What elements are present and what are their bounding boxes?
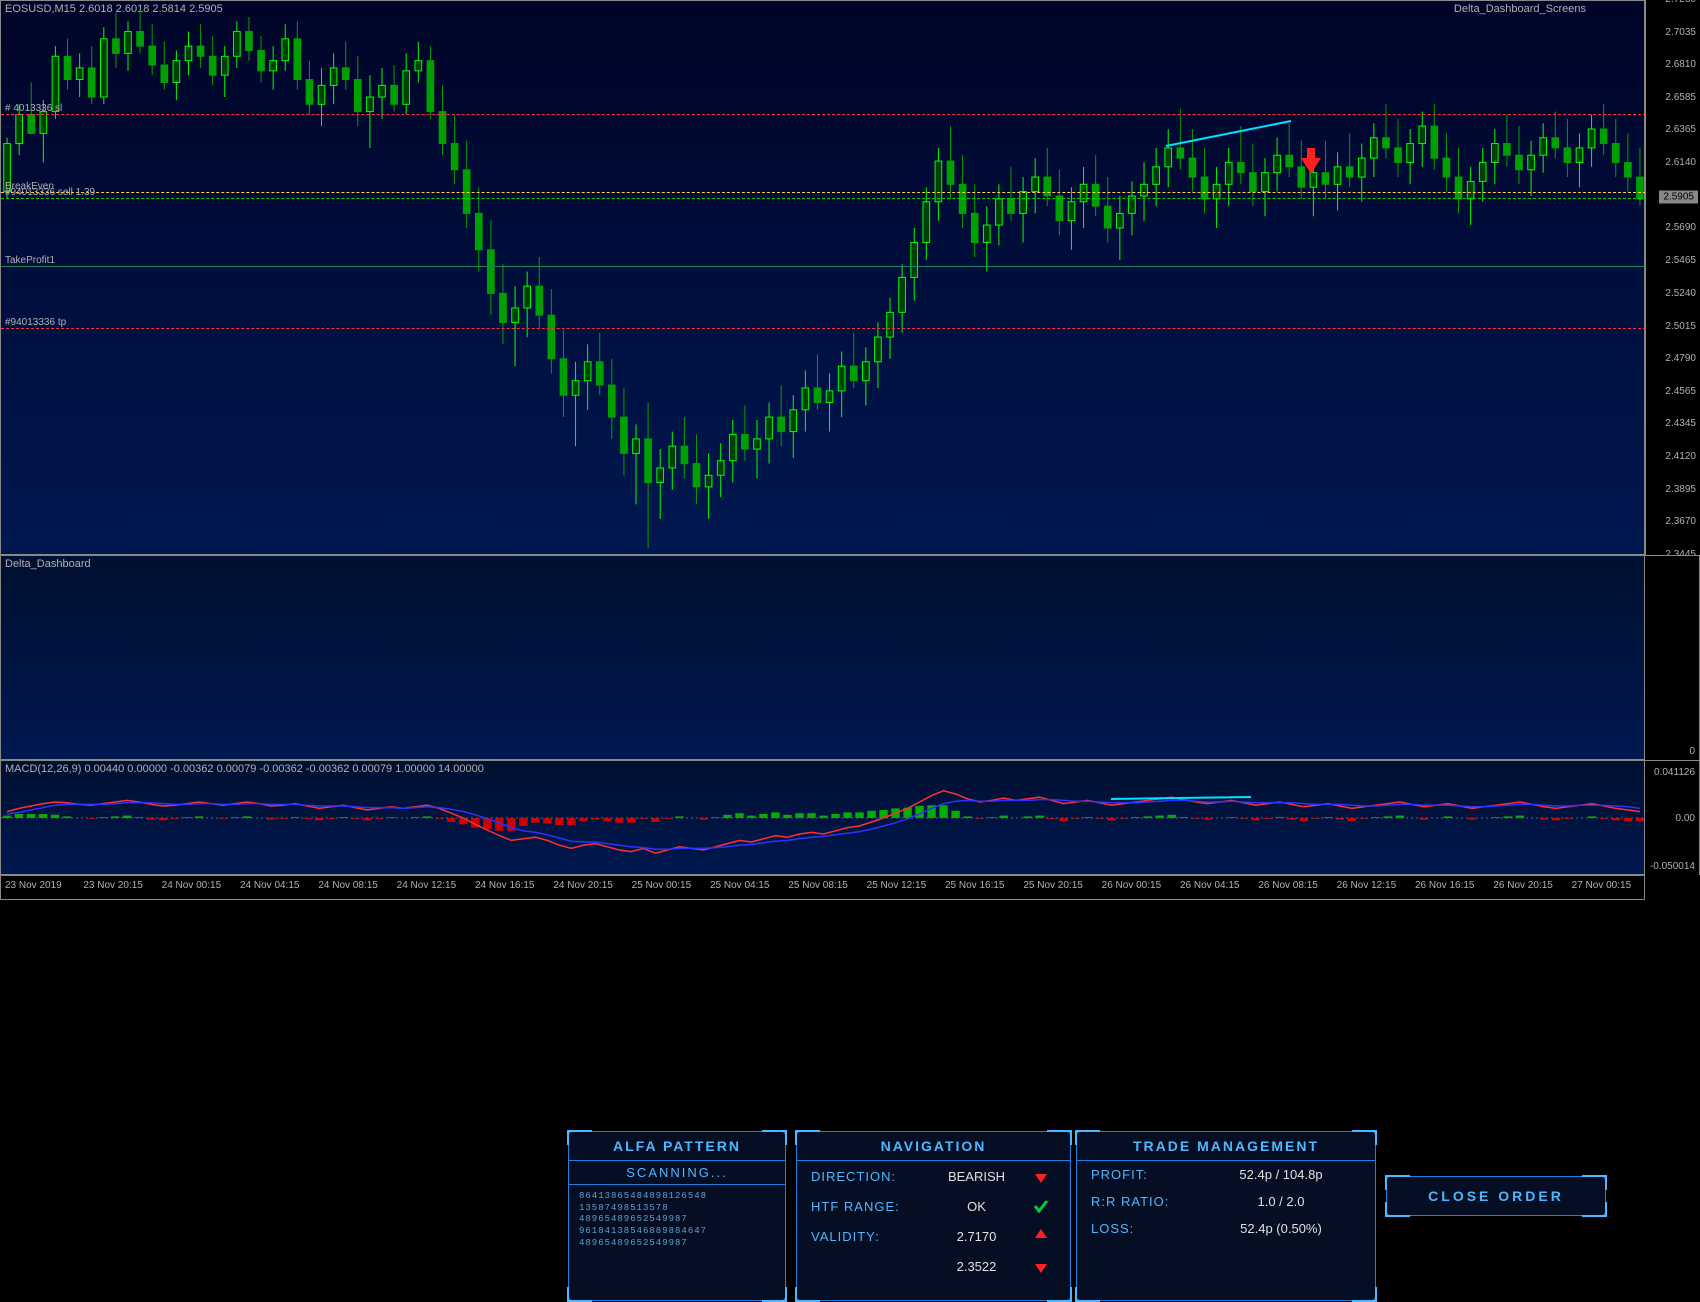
check-green-icon (1032, 1197, 1056, 1215)
nav-header: NAVIGATION (797, 1132, 1070, 1161)
trade-row: PROFIT:52.4p / 104.8p (1077, 1161, 1375, 1188)
trade-header: TRADE MANAGEMENT (1077, 1132, 1375, 1161)
alfa-header: ALFA PATTERN (569, 1132, 785, 1161)
up-red-icon (1032, 1227, 1056, 1245)
alfa-matrix: 8641386548489812654813587498513578489654… (569, 1185, 785, 1255)
price-y-axis: 2.72602.70352.68102.65852.63652.61402.59… (1645, 0, 1700, 555)
dashboard-y-axis: 0 (1644, 556, 1699, 761)
down-red-icon (1032, 1257, 1056, 1275)
signal-arrow-icon (1296, 146, 1326, 176)
nav-row: 2.3522 (797, 1251, 1070, 1281)
macd-section[interactable]: MACD(12,26,9) 0.00440 0.00000 -0.00362 0… (0, 760, 1700, 875)
down-red-icon (1032, 1167, 1056, 1185)
alfa-pattern-panel: ALFA PATTERN SCANNING... 864138654848981… (568, 1131, 786, 1301)
navigation-panel: NAVIGATION DIRECTION:BEARISHHTF RANGE:OK… (796, 1131, 1071, 1301)
nav-row: VALIDITY:2.7170 (797, 1221, 1070, 1251)
dashboard-section: Delta_Dashboard 0 ALFA PATTERN SCANNING.… (0, 555, 1700, 760)
candlestick-svg (1, 1, 1646, 556)
nav-row: HTF RANGE:OK (797, 1191, 1070, 1221)
macd-y-axis: 0.041126 0.00 -0.050014 (1644, 761, 1699, 876)
nav-row: DIRECTION:BEARISH (797, 1161, 1070, 1191)
current-price-tag: 2.5905 (1659, 191, 1698, 204)
trade-row: LOSS:52.4p (0.50%) (1077, 1215, 1375, 1242)
trade-row: R:R RATIO:1.0 / 2.0 (1077, 1188, 1375, 1215)
price-chart[interactable]: EOSUSD,M15 2.6018 2.6018 2.5814 2.5905 D… (0, 0, 1645, 555)
time-x-axis: 23 Nov 201923 Nov 20:1524 Nov 00:1524 No… (0, 875, 1645, 900)
close-order-button[interactable]: CLOSE ORDER (1386, 1176, 1606, 1216)
macd-svg (1, 761, 1646, 876)
dashboard-title: Delta_Dashboard (5, 558, 91, 570)
trade-management-panel: TRADE MANAGEMENT PROFIT:52.4p / 104.8pR:… (1076, 1131, 1376, 1301)
alfa-subheader: SCANNING... (569, 1161, 785, 1185)
